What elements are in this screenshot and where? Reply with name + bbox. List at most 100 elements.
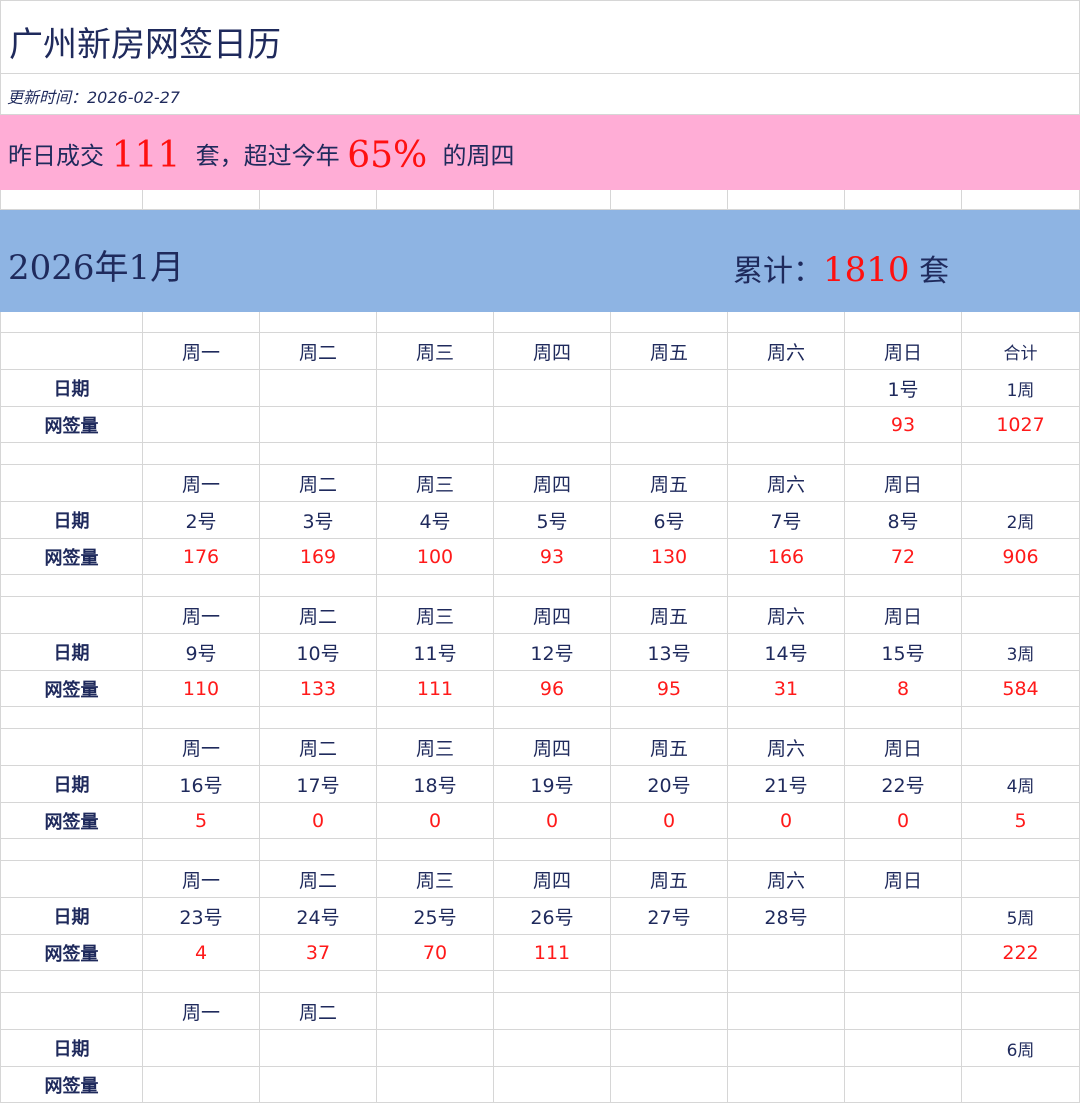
weekday-header	[845, 993, 962, 1030]
corner-cell	[0, 465, 143, 502]
date-cell: 11号	[377, 634, 494, 671]
corner-cell	[0, 861, 143, 898]
spacer-cell	[377, 707, 494, 729]
weekday-header: 周六	[728, 465, 845, 502]
week-label: 3周	[962, 634, 1080, 671]
date-cell: 22号	[845, 766, 962, 803]
weekday-header: 周日	[845, 333, 962, 370]
cumulative-value: 1810	[823, 250, 910, 290]
date-cell: 25号	[377, 898, 494, 935]
week-label: 6周	[962, 1030, 1080, 1067]
date-cell: 24号	[260, 898, 377, 935]
spacer-cell	[962, 443, 1080, 465]
row-label-count: 网签量	[0, 407, 143, 443]
spacer-cell	[377, 971, 494, 993]
count-cell: 5	[143, 803, 260, 839]
row-label-date: 日期	[0, 898, 143, 935]
weekday-header: 周日	[845, 465, 962, 502]
date-cell: 2号	[143, 502, 260, 539]
date-cell: 21号	[728, 766, 845, 803]
weekday-header: 周三	[377, 465, 494, 502]
week-label: 5周	[962, 898, 1080, 935]
weekday-header: 周日	[845, 861, 962, 898]
spacer-cell	[0, 190, 143, 210]
corner-cell	[0, 597, 143, 634]
date-cell	[728, 1030, 845, 1067]
date-cell: 15号	[845, 634, 962, 671]
spacer-cell	[962, 839, 1080, 861]
spacer-cell	[260, 190, 377, 210]
date-cell: 28号	[728, 898, 845, 935]
date-cell: 14号	[728, 634, 845, 671]
date-cell	[845, 898, 962, 935]
update-time: 更新时间：2026-02-27	[7, 88, 180, 107]
spacer-cell	[260, 839, 377, 861]
weekday-header: 周五	[611, 465, 728, 502]
date-cell	[143, 370, 260, 407]
count-cell: 8	[845, 671, 962, 707]
weekday-header	[494, 993, 611, 1030]
count-cell: 0	[260, 803, 377, 839]
count-cell: 0	[728, 803, 845, 839]
count-cell	[611, 407, 728, 443]
spacer-cell	[377, 190, 494, 210]
spacer-cell	[143, 443, 260, 465]
summary-banner: 昨日成交 111 套，超过今年 65% 的周四	[0, 115, 1080, 190]
count-cell: 37	[260, 935, 377, 971]
spacer-cell	[377, 839, 494, 861]
date-cell: 13号	[611, 634, 728, 671]
weekday-header: 周二	[260, 993, 377, 1030]
weekday-header: 周二	[260, 729, 377, 766]
date-cell: 20号	[611, 766, 728, 803]
count-cell	[260, 1067, 377, 1103]
count-cell: 95	[611, 671, 728, 707]
weekday-header: 周三	[377, 333, 494, 370]
date-cell: 27号	[611, 898, 728, 935]
weekday-header: 周六	[728, 333, 845, 370]
row-label-date: 日期	[0, 1030, 143, 1067]
spacer-cell	[494, 575, 611, 597]
count-cell	[611, 1067, 728, 1103]
count-cell: 100	[377, 539, 494, 575]
date-cell	[494, 370, 611, 407]
count-cell	[377, 407, 494, 443]
date-cell: 6号	[611, 502, 728, 539]
weekday-header: 周一	[143, 333, 260, 370]
row-label-count: 网签量	[0, 671, 143, 707]
month-banner: 2026年1月 累计：1810 套	[0, 210, 1080, 312]
spacer-cell	[143, 839, 260, 861]
date-cell: 4号	[377, 502, 494, 539]
title-bar: 广州新房网签日历	[0, 0, 1080, 74]
week-total: 5	[962, 803, 1080, 839]
spacer-cell	[611, 707, 728, 729]
spacer-cell	[260, 971, 377, 993]
spacer-cell	[143, 971, 260, 993]
spacer-cell	[728, 575, 845, 597]
date-cell	[377, 1030, 494, 1067]
date-cell: 16号	[143, 766, 260, 803]
count-cell	[845, 935, 962, 971]
spacer-cell	[845, 312, 962, 333]
week-label: 2周	[962, 502, 1080, 539]
spacer-cell	[260, 575, 377, 597]
weekday-header: 周三	[377, 861, 494, 898]
date-cell	[260, 370, 377, 407]
row-label-count: 网签量	[0, 935, 143, 971]
week-total: 584	[962, 671, 1080, 707]
spacer-cell	[845, 839, 962, 861]
weekday-header	[377, 993, 494, 1030]
weekday-header: 周五	[611, 861, 728, 898]
date-cell: 9号	[143, 634, 260, 671]
spacer-cell	[377, 443, 494, 465]
weekday-header: 周一	[143, 861, 260, 898]
spacer-cell	[377, 575, 494, 597]
date-cell	[494, 1030, 611, 1067]
spacer-cell	[728, 839, 845, 861]
count-cell	[260, 407, 377, 443]
row-label-count: 网签量	[0, 1067, 143, 1103]
spacer-cell	[962, 312, 1080, 333]
count-cell	[494, 407, 611, 443]
total-header	[962, 993, 1080, 1030]
date-cell	[260, 1030, 377, 1067]
spacer-cell	[0, 707, 143, 729]
